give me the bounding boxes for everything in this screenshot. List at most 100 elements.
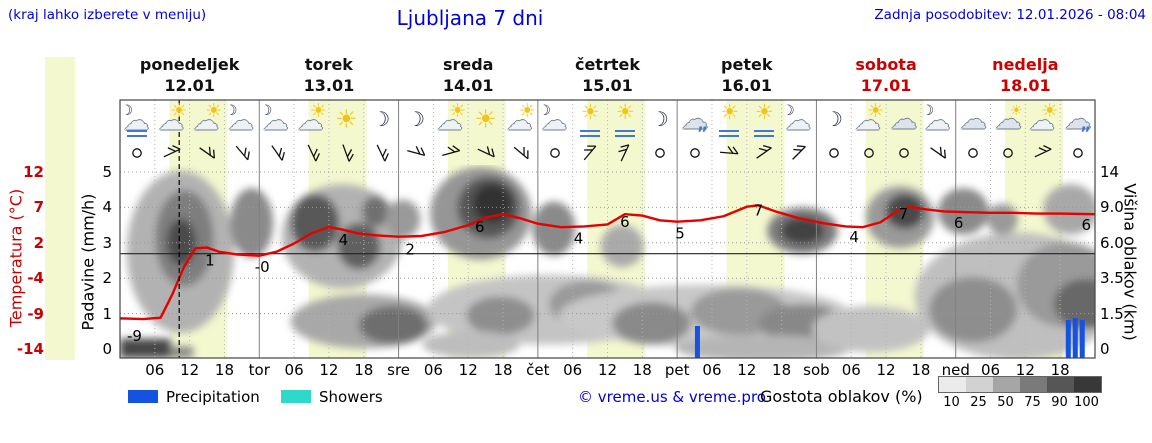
- density-scale-tick: 90: [1051, 395, 1068, 410]
- wind-barb-icon: [712, 140, 747, 165]
- svg-text:tor: tor: [249, 361, 271, 379]
- cloud-icon: ☁: [994, 104, 1022, 136]
- weather-icon-cloud: ☁: [886, 99, 921, 141]
- weather-icon-moon-behind-cloud: ☽ ☁: [921, 99, 956, 141]
- svg-text:12: 12: [877, 361, 896, 379]
- calm-wind-icon: [851, 140, 886, 165]
- weather-icon-sun-behind-cloud: ☀ ☁: [503, 99, 538, 141]
- cloud-icon: ☁: [541, 106, 568, 137]
- temperature-value-label: 5: [675, 225, 685, 243]
- wind-barb-icon: [782, 140, 817, 165]
- temperature-value-label: 4: [849, 228, 859, 246]
- weather-icon-sun-over-fog: ☀: [747, 99, 782, 141]
- cloud-icon: ☁: [192, 106, 219, 137]
- wind-barb-icon: [399, 140, 434, 165]
- calm-wind-icon: [886, 140, 921, 165]
- day-header-sreda: sreda 14.01: [442, 55, 494, 95]
- day-header-nedelja: nedelja 18.01: [992, 55, 1059, 95]
- calm-wind-icon: [642, 140, 677, 165]
- density-segment: [1020, 377, 1047, 392]
- moon-icon: ☽: [825, 107, 843, 131]
- weather-icon-sun: ☀: [468, 99, 503, 141]
- calm-wind-icon: [120, 140, 155, 165]
- moon-icon: ☽: [120, 102, 134, 119]
- sun-icon: ☀: [170, 99, 188, 122]
- sun-icon: ☀: [867, 99, 885, 122]
- day-header-četrtek: četrtek 15.01: [574, 55, 640, 95]
- moon-icon: ☽: [782, 102, 795, 119]
- cloud-icon: ☁: [436, 106, 463, 137]
- day-header-petek: petek 16.01: [721, 55, 773, 95]
- cloud-density-scale: 10 25 50 75 90 100: [938, 376, 1102, 410]
- page-title: Ljubljana 7 dni: [396, 6, 544, 30]
- wind-barb-icon: [573, 140, 608, 165]
- calm-wind-icon: [991, 140, 1026, 165]
- cloud-icon: ☁: [262, 106, 289, 137]
- sun-icon: ☀: [474, 104, 497, 134]
- credit-link[interactable]: © vreme.us & vreme.pro: [578, 388, 766, 406]
- calm-wind-icon: [817, 140, 852, 165]
- weather-icon-cloud-with-sun: ☀ ☁: [991, 99, 1026, 141]
- svg-text:12: 12: [737, 361, 756, 379]
- cloud-icon: ☁: [227, 106, 254, 137]
- cloud-icon: ☁: [123, 106, 150, 137]
- svg-text:18: 18: [354, 361, 373, 379]
- svg-text:12: 12: [180, 361, 199, 379]
- svg-text:pet: pet: [665, 361, 690, 379]
- weather-icon-sun-behind-cloud: ☀ ☁: [294, 99, 329, 141]
- svg-text:18: 18: [772, 361, 791, 379]
- temperature-value-label: 6: [475, 218, 485, 236]
- density-scale-tick: 50: [997, 395, 1014, 410]
- sun-icon: ☀: [720, 100, 739, 125]
- cloud-icon: ☁: [924, 106, 951, 137]
- moon-icon: ☽: [372, 107, 391, 131]
- cloud-icon: ☁: [1064, 104, 1092, 136]
- wind-barb-icon: [364, 140, 399, 165]
- wind-barb-icon: [503, 140, 538, 165]
- weather-icon-sun-over-fog: ☀: [608, 99, 643, 141]
- density-scale-ticks: 10 25 50 75 90 100: [938, 395, 1102, 410]
- density-segment: [1074, 377, 1101, 392]
- density-scale-tick: 100: [1074, 395, 1099, 410]
- moon-icon: ☽: [259, 102, 273, 119]
- sun-icon: ☀: [1041, 99, 1059, 122]
- svg-text:12: 12: [459, 361, 478, 379]
- calm-wind-icon: [956, 140, 991, 165]
- cloud-icon: ☁: [681, 104, 709, 136]
- fog-lines-icon: [719, 130, 740, 140]
- sun-icon: ☀: [309, 99, 327, 122]
- precipitation-bars: [694, 318, 1085, 358]
- weather-icon-cloud-drizzle: ☁”: [1060, 99, 1095, 143]
- cloud-icon: ☁: [1028, 106, 1055, 137]
- weather-icon-moon: ☽: [817, 99, 852, 141]
- sun-icon: ☀: [205, 99, 223, 122]
- svg-text:12: 12: [319, 361, 338, 379]
- svg-text:06: 06: [842, 361, 861, 379]
- weather-icon-moon: ☽: [364, 99, 399, 141]
- density-segment: [939, 377, 966, 392]
- weather-icon-cloud: ☁: [956, 99, 991, 141]
- weather-icon-sun-behind-cloud: ☀ ☁: [155, 99, 190, 141]
- cloud-icon: ☁: [784, 106, 811, 137]
- svg-text:18: 18: [1051, 361, 1070, 379]
- plot-frame: [119, 99, 1096, 359]
- cloud-icon: ☁: [890, 104, 918, 136]
- temperature-value-label: 6: [954, 214, 964, 232]
- precipitation-swatch: [128, 390, 158, 403]
- weather-icon-moon-behind-cloud: ☽ ☁: [538, 99, 573, 141]
- temperature-value-label: -9: [127, 327, 142, 345]
- weather-icon-cloud-drizzle: ☁”: [677, 99, 712, 143]
- svg-text:čet: čet: [526, 361, 549, 379]
- wind-barb-icon: [155, 140, 190, 165]
- sun-icon: ☀: [615, 100, 635, 125]
- svg-text:18: 18: [633, 361, 652, 379]
- svg-text:12: 12: [1016, 361, 1035, 379]
- calm-wind-icon: [1060, 140, 1095, 165]
- weather-icon-sun-behind-cloud: ☀ ☁: [433, 99, 468, 141]
- sun-icon: ☀: [1009, 102, 1023, 119]
- wind-barb-icon: [294, 140, 329, 165]
- day-header-row: ponedeljek 12.01 torek 13.01 sreda 14.01 četrt…: [120, 54, 1095, 98]
- weather-icon-sun-behind-cloud: ☀ ☁: [190, 99, 225, 141]
